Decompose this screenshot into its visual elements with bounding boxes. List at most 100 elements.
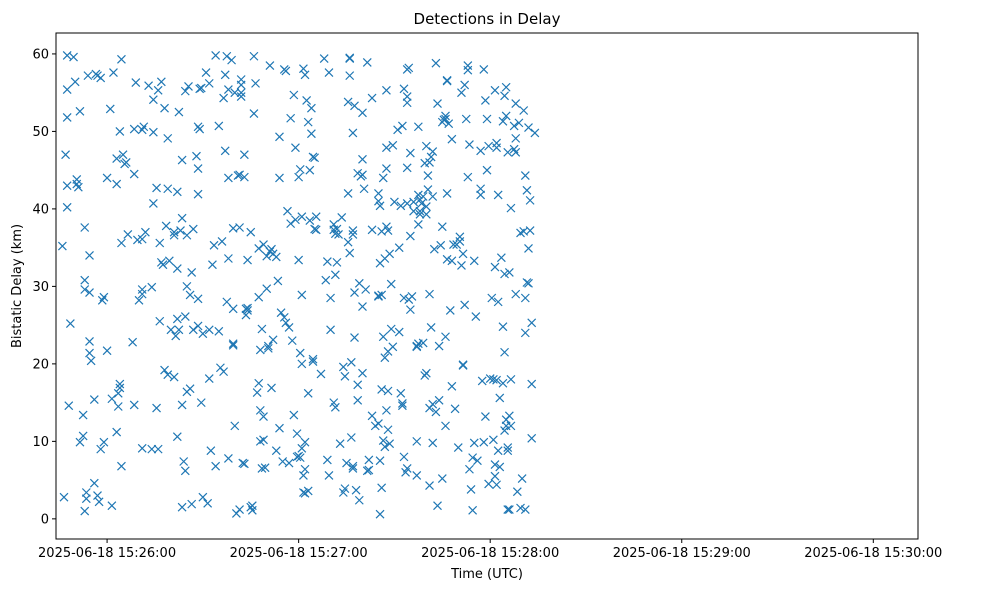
data-point	[450, 404, 460, 414]
data-point	[458, 249, 468, 259]
data-point	[421, 202, 431, 211]
data-point	[172, 187, 182, 197]
data-point	[367, 411, 377, 421]
data-point	[236, 80, 246, 90]
data-point	[297, 359, 307, 369]
data-point	[121, 157, 131, 167]
data-point	[418, 338, 428, 348]
data-point	[241, 310, 251, 320]
data-point	[297, 290, 307, 300]
data-point	[113, 388, 123, 398]
data-point	[469, 438, 479, 448]
data-point	[501, 82, 511, 92]
data-point	[362, 58, 372, 67]
data-point	[509, 121, 519, 131]
data-point	[69, 52, 78, 62]
data-point	[348, 464, 358, 473]
data-point	[385, 439, 395, 449]
data-point	[117, 461, 126, 471]
data-point	[375, 456, 385, 466]
data-point	[220, 146, 230, 156]
data-point	[222, 297, 232, 307]
data-point	[437, 474, 447, 483]
data-point	[306, 103, 316, 113]
data-point	[520, 171, 530, 181]
data-point	[425, 157, 434, 167]
data-point	[279, 312, 289, 322]
data-point	[350, 333, 359, 342]
data-point	[303, 117, 313, 127]
data-point	[477, 376, 487, 386]
data-point	[316, 369, 326, 379]
data-point	[476, 184, 486, 194]
data-point	[134, 295, 144, 305]
data-point	[490, 262, 500, 272]
data-point	[107, 501, 117, 511]
data-point	[374, 291, 383, 301]
data-point	[129, 124, 139, 134]
data-point	[503, 443, 513, 452]
y-tick-label: 60	[32, 47, 49, 62]
data-point	[271, 446, 281, 456]
data-point	[382, 405, 391, 415]
data-point	[340, 484, 350, 494]
data-point	[506, 421, 516, 431]
data-point	[383, 425, 393, 435]
data-point	[412, 436, 422, 446]
y-tick-label: 20	[32, 357, 49, 372]
data-point	[271, 252, 281, 262]
data-point	[117, 54, 126, 64]
data-point	[447, 134, 457, 144]
data-point	[413, 190, 423, 200]
data-point	[343, 97, 353, 107]
data-point	[517, 474, 527, 483]
data-point	[219, 93, 229, 103]
data-point	[115, 383, 125, 393]
data-point	[460, 300, 470, 310]
data-point	[367, 93, 377, 103]
data-point	[286, 219, 296, 229]
data-point	[428, 147, 438, 156]
data-point	[249, 51, 259, 61]
data-point	[235, 223, 244, 232]
data-point	[243, 255, 252, 265]
data-point	[107, 394, 117, 404]
data-point	[447, 381, 457, 391]
data-point	[80, 275, 90, 285]
data-point	[164, 256, 174, 266]
data-point	[257, 324, 267, 334]
data-point	[78, 410, 88, 420]
data-point	[196, 398, 206, 408]
data-point	[300, 437, 310, 447]
data-point	[286, 113, 296, 123]
data-point	[402, 92, 412, 101]
data-point	[263, 343, 273, 353]
data-point	[187, 499, 197, 509]
data-point	[496, 253, 506, 263]
data-point	[423, 171, 433, 181]
data-point	[247, 501, 257, 511]
data-point	[177, 213, 187, 223]
data-point	[148, 127, 158, 137]
data-point	[378, 173, 388, 183]
data-point	[457, 88, 466, 98]
data-point	[217, 237, 227, 246]
data-point	[129, 169, 139, 179]
data-point	[185, 384, 195, 394]
data-point	[180, 312, 190, 322]
data-point	[171, 331, 181, 341]
data-point	[112, 427, 122, 437]
data-point	[276, 308, 286, 318]
data-point	[275, 173, 284, 183]
data-point	[260, 463, 270, 473]
data-point	[83, 71, 93, 81]
data-point	[239, 172, 249, 182]
data-point	[501, 111, 511, 121]
data-point	[204, 78, 214, 88]
data-point	[62, 181, 72, 191]
data-point	[359, 184, 369, 194]
data-point	[447, 256, 457, 266]
data-point	[255, 345, 265, 355]
data-point	[375, 201, 385, 211]
data-point	[490, 471, 500, 481]
